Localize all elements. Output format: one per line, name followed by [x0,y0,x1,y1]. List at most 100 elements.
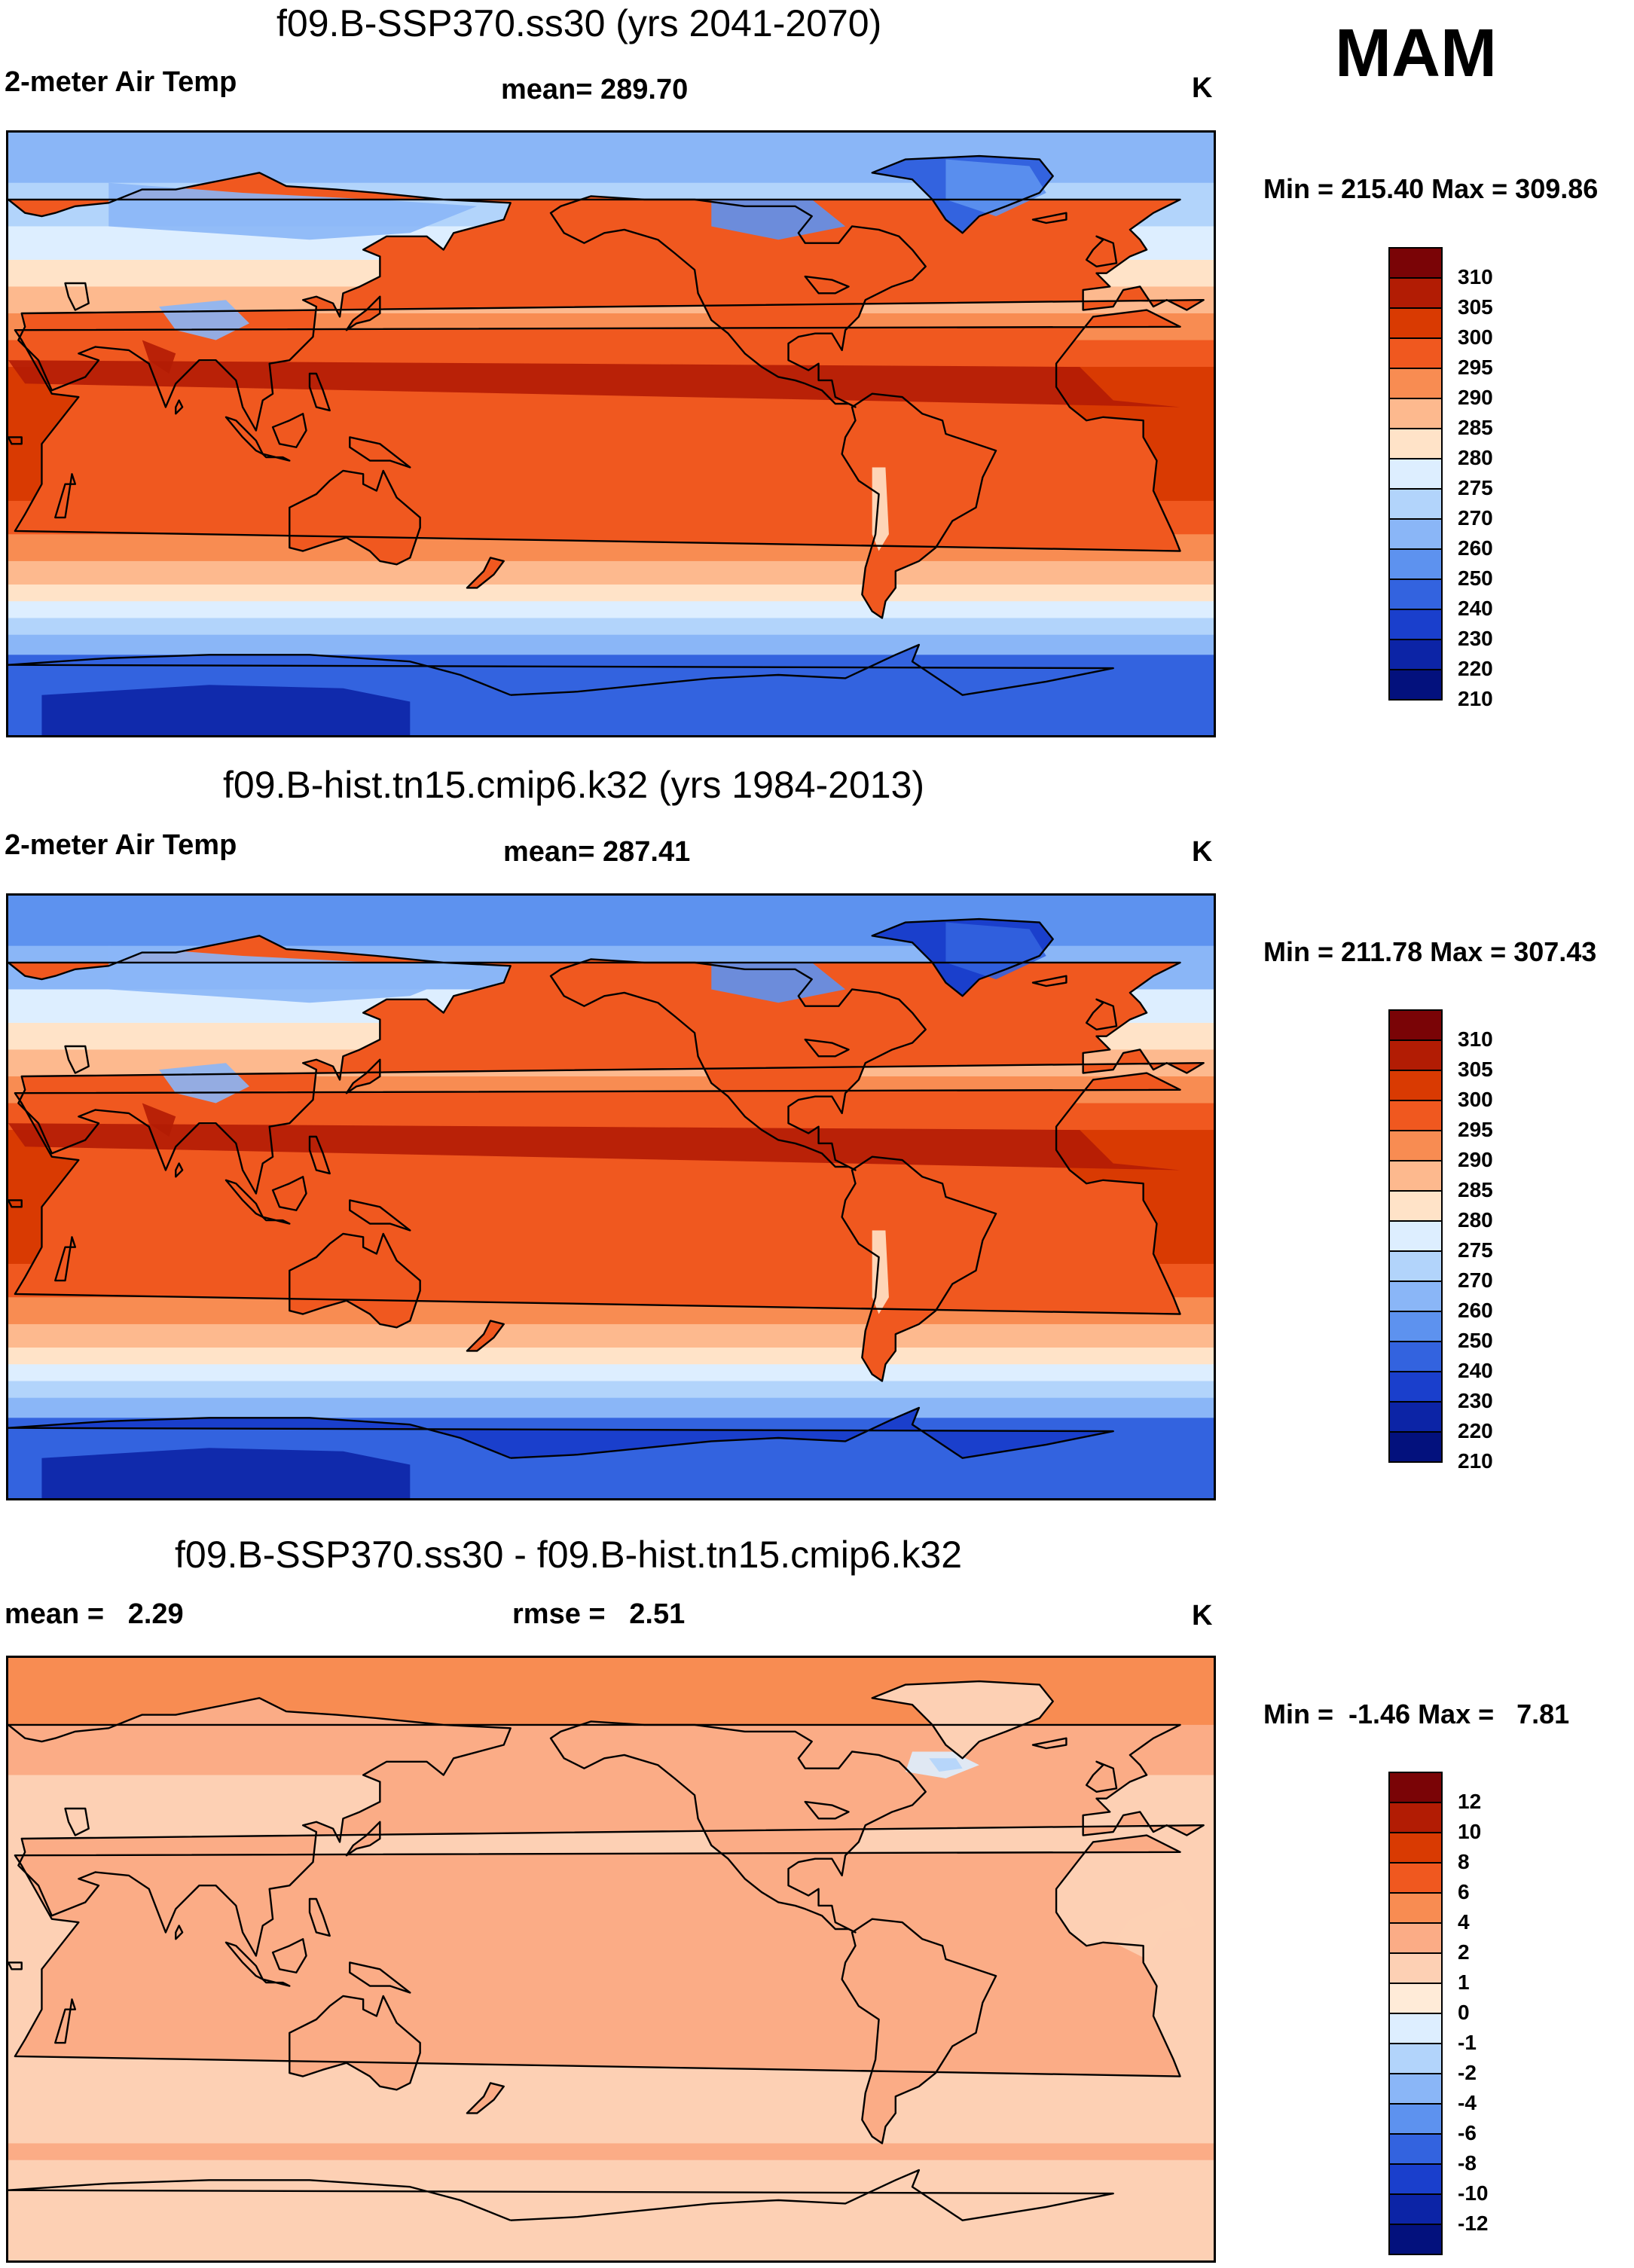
colorbar-swatch [1388,1281,1443,1312]
colorbar-label: 270 [1458,506,1493,530]
coastline-greenland [871,154,1054,234]
coastline-island [175,1162,184,1178]
coastline-eurasia [8,935,1205,1195]
colorbar-swatch [1388,1039,1443,1071]
island-fill [350,437,411,468]
contour-patch [108,945,478,1003]
land-region-namerica [551,196,926,408]
coastlines [8,1680,1205,2221]
land-region-eurasia [8,1698,1204,1956]
contour-patch [945,922,1046,980]
coastline-island [1031,212,1067,224]
colorbar-swatch [1388,2133,1443,2165]
colorbar-swatch [1388,1983,1443,2014]
contour-patch [108,182,478,240]
panel-1-colorbar: 310 305 300 295 290 285 280 275 270 260 250 240 230 2… [1388,247,1493,710]
contour-patch [1113,1899,1197,1959]
colorbar-swatch [1388,1160,1443,1192]
island-fill [273,1177,307,1210]
panel-2-title: f09.B-hist.tn15.cmip6.k32 (yrs 1984-2013… [223,764,925,806]
panel-3-colorbar: 12 10 8 6 4 2 1 0 -1 -2 -4 -6 -8 -10 -12 [1388,1772,1488,2255]
panel-1-map-svg [8,133,1214,735]
contour-patch [142,1103,176,1137]
colorbar-label: 6 [1458,1880,1470,1903]
coastline-australia [289,469,421,566]
coastline-island [1085,1760,1118,1793]
colorbar-label: 305 [1458,295,1493,319]
contour-patch [945,159,1046,217]
colorbar-swatch [1388,2103,1443,2135]
coastline-greenland [871,917,1054,997]
colorbar-swatch [1388,1250,1443,1282]
island-fill [1086,236,1117,267]
coastline-lake [804,1038,850,1058]
coastline-island [261,1978,291,1987]
colorbar-swatch [1388,307,1443,339]
colorbar-swatch [1388,2013,1443,2044]
panel-2-variable-label: 2-meter Air Temp [5,829,237,861]
coastline-namerica [549,195,927,408]
colorbar-label: 210 [1458,1449,1493,1473]
coastline-australia [289,1995,421,2091]
coastline-eurasia [8,1697,1205,1957]
panel-1-title: f09.B-SSP370.ss30 (yrs 2041-2070) [276,2,882,44]
colorbar-label: -4 [1458,2091,1477,2114]
latitude-band [8,1323,1214,1348]
coastline-antarctica [8,1406,1114,1459]
colorbar-label: -10 [1458,2181,1489,2205]
colorbar-swatch [1388,247,1443,279]
coastline-lake [64,1045,90,1074]
coastline-africa [14,309,1181,552]
coastline-island [1085,998,1118,1030]
colorbar-label: 220 [1458,1419,1493,1442]
panel-2-minmax: Min = 211.78 Max = 307.43 [1263,936,1597,967]
island-fill [350,1200,411,1231]
coastline-lake [804,1800,850,1820]
colorbar-swatch [1388,1100,1443,1131]
colorbar-swatch [1388,639,1443,670]
island-fill [273,1939,307,1973]
colorbar-label: 310 [1458,1027,1493,1051]
coastline-island [271,1176,307,1211]
colorbar-label: 250 [1458,566,1493,590]
colorbar-label: 240 [1458,597,1493,620]
colorbar-swatch [1388,1190,1443,1222]
latitude-band [8,618,1214,636]
coastline-island [54,473,77,519]
colorbar-swatch [1388,2163,1443,2195]
colorbar-swatch [1388,1009,1443,1041]
coastline-island [349,1199,411,1232]
coastline-lake [64,1807,90,1836]
colorbar-label: 305 [1458,1058,1493,1081]
latitude-band [8,1364,1214,1382]
panel-3-title: f09.B-SSP370.ss30 - f09.B-hist.tn15.cmip… [175,1534,962,1576]
coastline-greenland [871,1680,1054,1760]
colorbar-label: 250 [1458,1329,1493,1352]
land-region-eurasia [8,172,1204,431]
colorbar-swatch [1388,1220,1443,1252]
coastline-island [1085,235,1118,267]
panel-2-units: K [1192,836,1213,868]
latitude-band [8,585,1214,603]
coastline-island [345,1058,381,1094]
panel-3-map [6,1656,1216,2263]
panel-2-mean: mean= 287.41 [503,836,691,868]
panel-3-minmax: Min = -1.46 Max = 7.81 [1263,1699,1570,1729]
colorbar-label: 275 [1458,1238,1493,1262]
latitude-band [8,2143,1214,2161]
coastline-namerica [549,1720,927,1934]
coastline-island [308,372,331,412]
contour-patch [41,685,411,735]
island-fill [350,1962,411,1993]
anomaly-patches [906,1751,1197,1959]
contour-patch [929,1758,963,1772]
coastline-island [54,1998,77,2044]
colorbar-swatch [1388,1401,1443,1433]
coastline-antarctica [8,643,1114,696]
land-region-eurasia [8,936,1204,1194]
panel-3-map-svg [8,1658,1214,2260]
coastline-island [466,2082,505,2114]
colorbar-swatch [1388,1892,1443,1924]
colorbar-label: 230 [1458,627,1493,650]
colorbar-swatch [1388,1311,1443,1342]
